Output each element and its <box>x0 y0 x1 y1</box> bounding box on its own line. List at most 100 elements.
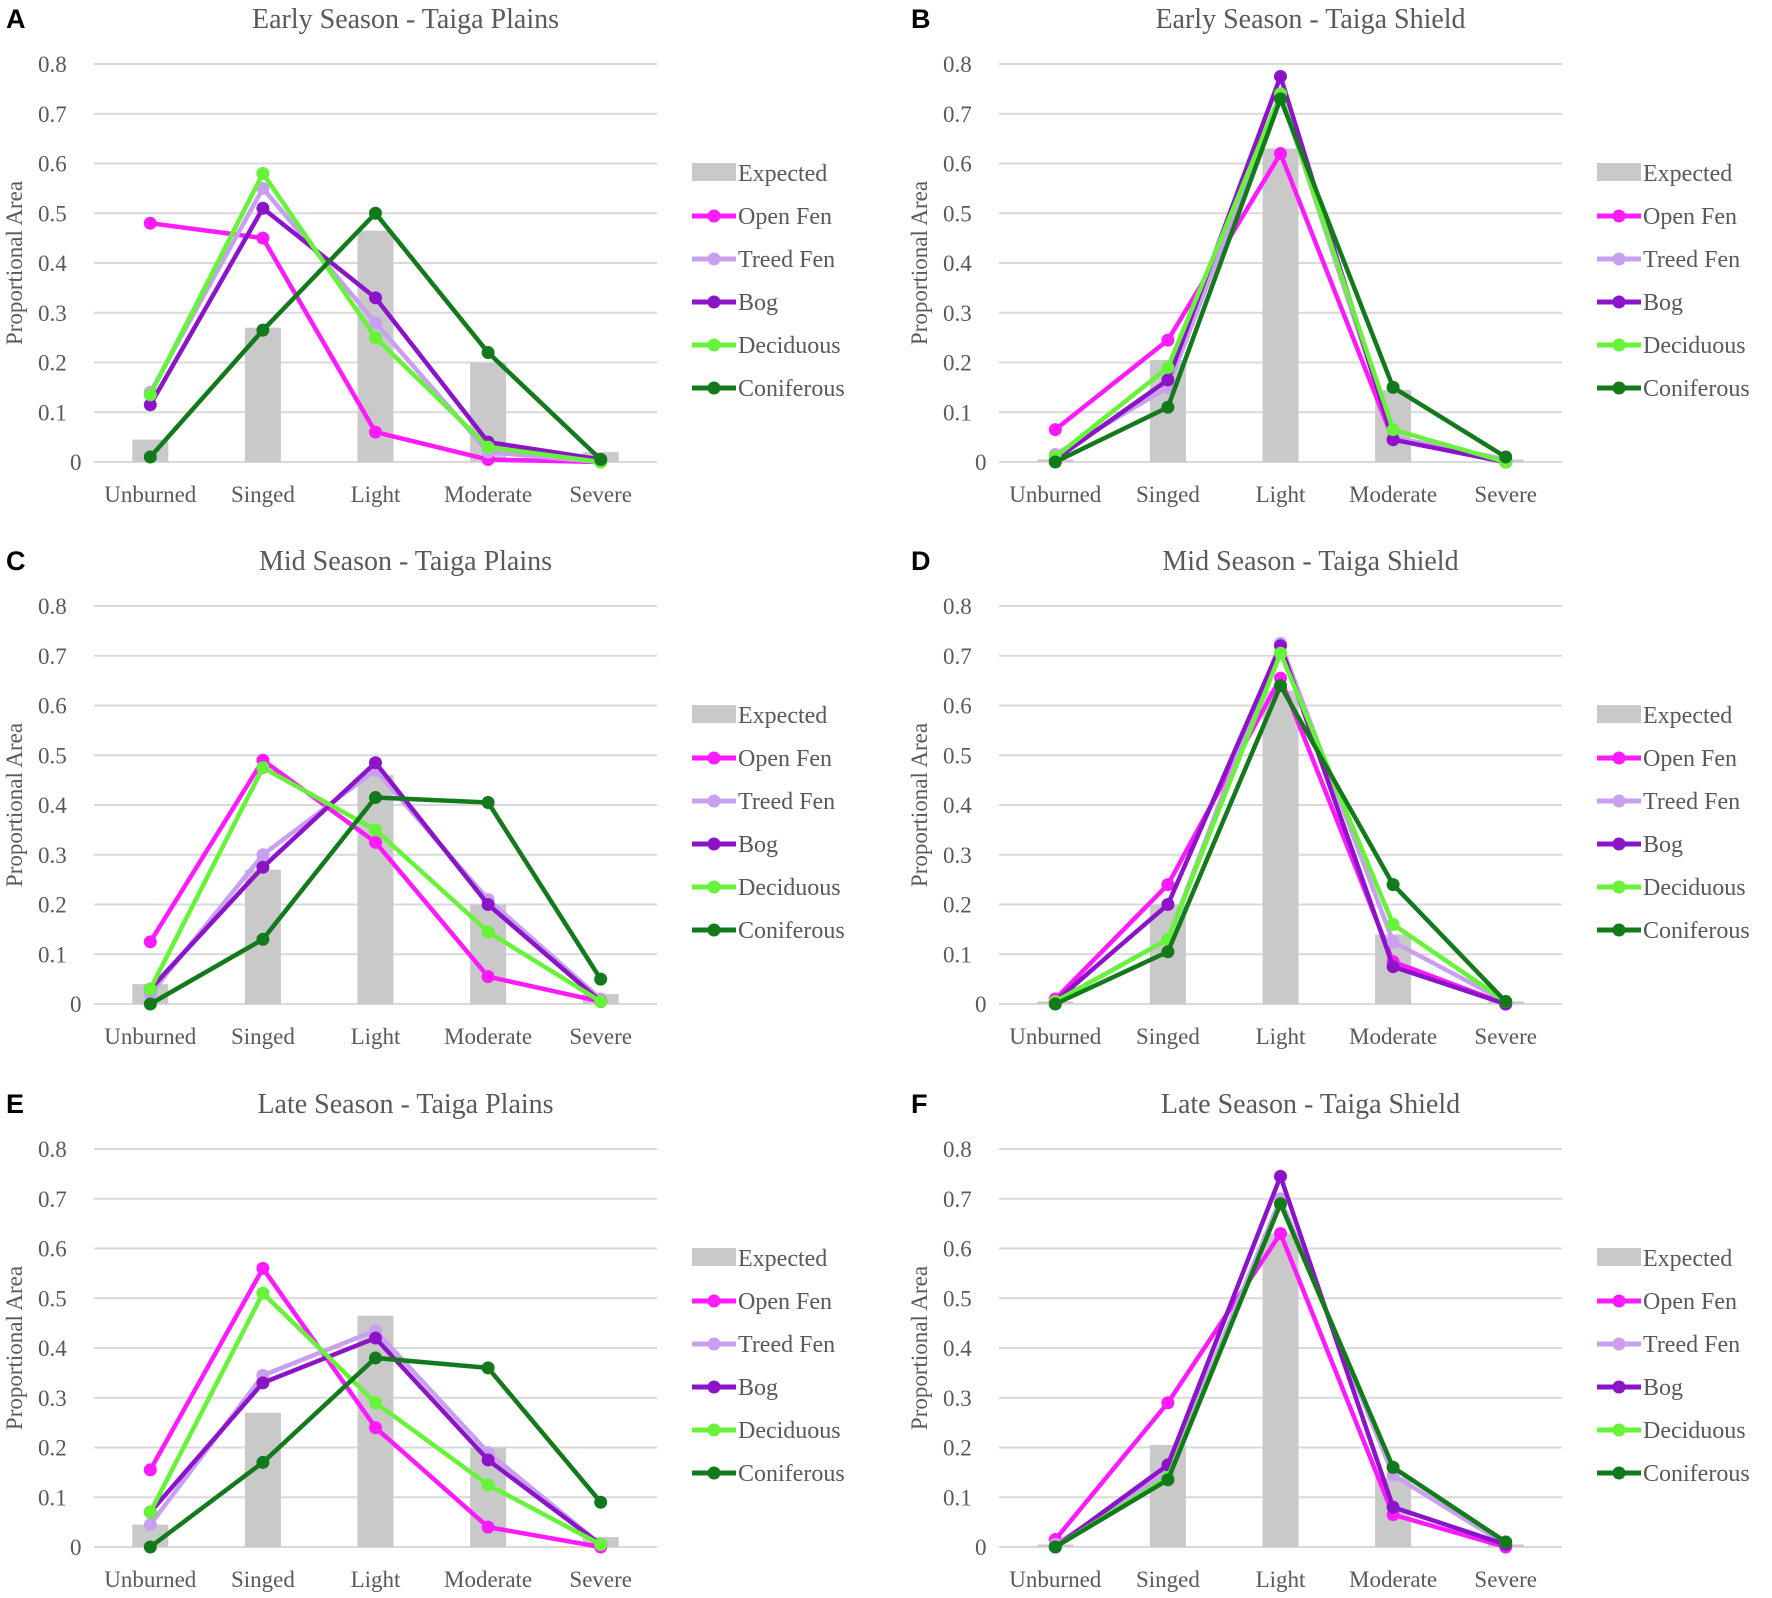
data-point <box>369 791 382 805</box>
legend-label: Coniferous <box>1643 1461 1750 1487</box>
data-point <box>594 453 608 467</box>
y-tick-label: 0 <box>70 1535 82 1560</box>
data-point <box>256 1455 270 1469</box>
legend-label: Bog <box>738 832 778 858</box>
legend-label: Expected <box>1643 1246 1732 1272</box>
panel-f: F Late Season - Taiga Shield 00.1 0.2 0.3 0.4… <box>907 1089 1750 1592</box>
data-point <box>143 997 157 1011</box>
y-tick-label: 0.2 <box>943 1436 972 1461</box>
data-point <box>594 1495 608 1509</box>
data-point <box>256 932 270 946</box>
panel-a: A Early Season - Taiga Plains 00.1 0.2 0.3 0.… <box>2 4 845 507</box>
y-axis-label: Proportional Area <box>2 1266 27 1430</box>
y-tick-label: 0.5 <box>943 743 972 768</box>
panel-e: E Late Season - Taiga Plains 00.1 0.2 0.3 0.4… <box>2 1089 845 1592</box>
data-point <box>594 995 608 1009</box>
data-point <box>143 982 157 996</box>
y-tick-label: 0.7 <box>943 644 972 669</box>
x-tick-label: Moderate <box>444 482 532 507</box>
legend-label: Open Fen <box>738 1289 832 1315</box>
data-point <box>256 231 270 245</box>
legend-swatch-marker <box>1612 1337 1626 1351</box>
y-tick-label: 0.2 <box>943 893 972 918</box>
legend-label: Deciduous <box>738 875 841 901</box>
data-point <box>369 1396 382 1410</box>
y-tick-label: 0.1 <box>943 1485 972 1510</box>
legend-label: Deciduous <box>1643 333 1746 359</box>
x-tick-label: Unburned <box>104 482 196 507</box>
y-tick-label: 0 <box>975 450 987 475</box>
x-tick-label: Severe <box>1474 1024 1537 1049</box>
y-tick-label: 0.5 <box>943 201 972 226</box>
panel-letter: B <box>911 4 931 34</box>
x-tick-label: Moderate <box>444 1024 532 1049</box>
bar-expected <box>1262 690 1299 1004</box>
bar-expected <box>244 327 281 462</box>
panel-c: C Mid Season - Taiga Plains 00.1 0.2 0.3 0.4 0… <box>2 546 845 1049</box>
y-tick-label: 0.7 <box>38 102 67 127</box>
data-point <box>1274 646 1287 660</box>
y-tick-label: 0 <box>70 450 82 475</box>
y-tick-label: 0.6 <box>943 152 972 177</box>
data-point <box>1386 917 1400 931</box>
y-tick-label: 0 <box>70 992 82 1017</box>
x-tick-label: Moderate <box>1349 1024 1437 1049</box>
legend-label: Treed Fen <box>738 247 835 273</box>
legend-swatch-marker <box>707 751 721 765</box>
x-tick-label: Light <box>351 482 401 507</box>
data-point <box>369 206 382 220</box>
x-tick-label: Singed <box>231 482 295 507</box>
y-tick-label: 0.3 <box>943 843 972 868</box>
data-point <box>1386 1460 1400 1474</box>
data-point <box>1048 997 1062 1011</box>
data-point <box>1499 450 1513 464</box>
legend-label: Coniferous <box>1643 918 1750 944</box>
legend-label: Open Fen <box>738 746 832 772</box>
y-tick-label: 0.3 <box>38 301 67 326</box>
data-point <box>1386 935 1400 949</box>
y-tick-label: 0.1 <box>943 400 972 425</box>
legend-swatch-marker <box>1612 923 1626 937</box>
data-point <box>369 316 382 330</box>
chart-title: Early Season - Taiga Plains <box>252 4 559 35</box>
legend-swatch-marker <box>707 880 721 894</box>
legend-swatch-expected <box>692 705 736 723</box>
legend-label: Coniferous <box>738 376 845 402</box>
data-point <box>1386 1500 1400 1514</box>
data-point <box>369 823 382 837</box>
x-tick-label: Singed <box>1136 482 1200 507</box>
data-point <box>256 848 270 862</box>
x-tick-label: Unburned <box>1009 1024 1101 1049</box>
legend-swatch-marker <box>707 295 721 309</box>
y-tick-label: 0.8 <box>38 52 67 77</box>
data-point <box>1161 945 1175 959</box>
data-point <box>1161 1396 1175 1410</box>
x-tick-label: Unburned <box>104 1567 196 1592</box>
data-point <box>1048 423 1062 437</box>
legend-swatch-marker <box>1612 252 1626 266</box>
data-point <box>369 756 382 770</box>
legend-swatch-expected <box>1597 163 1641 181</box>
data-point <box>256 201 270 215</box>
panel-letter: D <box>911 546 931 576</box>
data-point <box>369 331 382 345</box>
x-tick-label: Severe <box>569 1024 632 1049</box>
y-tick-label: 0.6 <box>38 1237 67 1262</box>
x-tick-label: Singed <box>231 1567 295 1592</box>
x-tick-label: Light <box>351 1567 401 1592</box>
y-tick-label: 0.5 <box>943 1286 972 1311</box>
legend-label: Bog <box>738 290 778 316</box>
y-tick-label: 0.7 <box>943 102 972 127</box>
x-tick-label: Moderate <box>1349 1567 1437 1592</box>
y-tick-label: 0.1 <box>38 1485 67 1510</box>
legend-label: Bog <box>738 1375 778 1401</box>
legend-swatch-marker <box>707 1423 721 1437</box>
data-point <box>143 216 157 230</box>
data-point <box>256 761 270 775</box>
legend-label: Open Fen <box>738 204 832 230</box>
x-tick-label: Severe <box>569 1567 632 1592</box>
y-tick-label: 0 <box>975 1535 987 1560</box>
data-point <box>369 425 382 439</box>
y-tick-label: 0.7 <box>943 1187 972 1212</box>
